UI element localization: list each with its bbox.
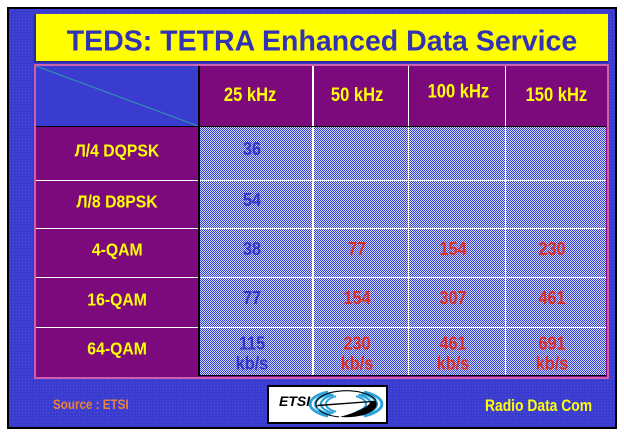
svg-text:ETSI: ETSI	[279, 393, 311, 409]
